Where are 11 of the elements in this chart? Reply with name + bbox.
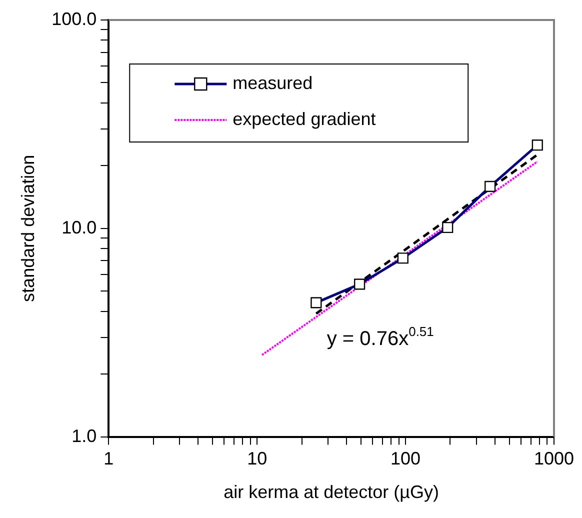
y-tick-label: 10.0	[62, 217, 97, 238]
x-axis-title: air kerma at detector (µGy)	[224, 482, 440, 502]
legend-label: expected gradient	[232, 108, 376, 129]
x-tick-label: 100	[390, 448, 421, 469]
x-tick-label: 1000	[534, 448, 574, 469]
y-axis-title: standard deviation	[18, 154, 38, 302]
x-tick-label: 1	[104, 448, 114, 469]
y-tick-label: 1.0	[72, 426, 97, 446]
legend-label: measured	[232, 72, 313, 93]
x-tick-label: 10	[247, 448, 268, 469]
y-tick-label: 100.0	[52, 8, 97, 29]
